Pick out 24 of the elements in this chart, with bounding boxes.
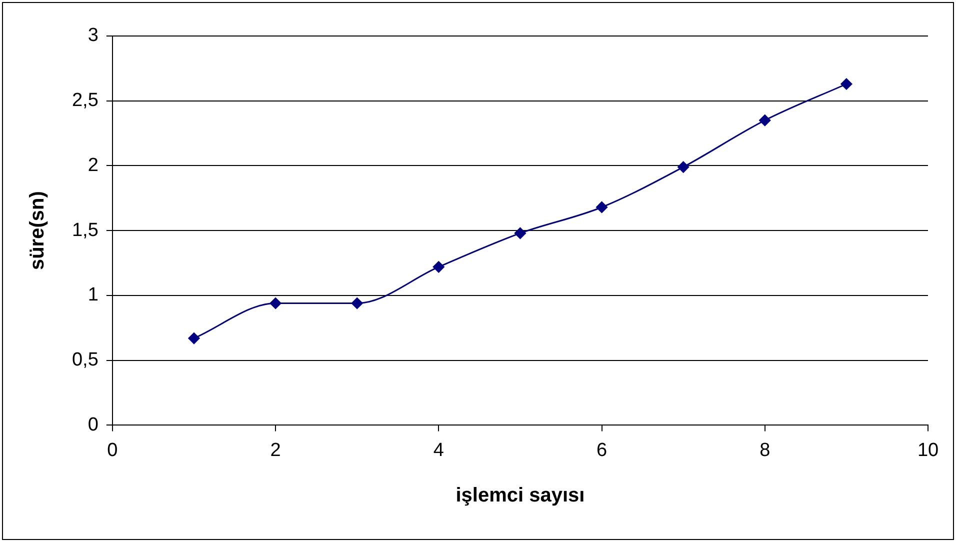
x-tick-label: 10 [917,440,939,461]
point [840,78,852,90]
y-tick-label: 1,5 [72,220,98,241]
y-tick-label: 0 [88,414,98,436]
point [678,161,690,173]
point [432,261,444,273]
x-tick-label: 0 [107,440,118,461]
x-axis-title: işlemci sayısı [456,484,585,507]
point [270,298,282,309]
point [188,332,200,344]
y-tick-label: 2,5 [72,90,98,112]
x-tick-label: 2 [270,440,281,461]
y-tick-label: 0,5 [72,350,98,371]
y-tick-label: 1 [88,284,98,306]
y-tick-label: 3 [88,25,98,46]
point [514,227,526,239]
point [351,298,363,309]
x-tick-label: 6 [596,440,608,461]
point [596,202,608,213]
y-axis-title: süre(sn) [26,191,49,270]
point [759,114,771,126]
y-tick-label: 2 [88,154,98,176]
x-tick-label: 8 [760,440,770,461]
x-tick-label: 4 [433,440,444,461]
